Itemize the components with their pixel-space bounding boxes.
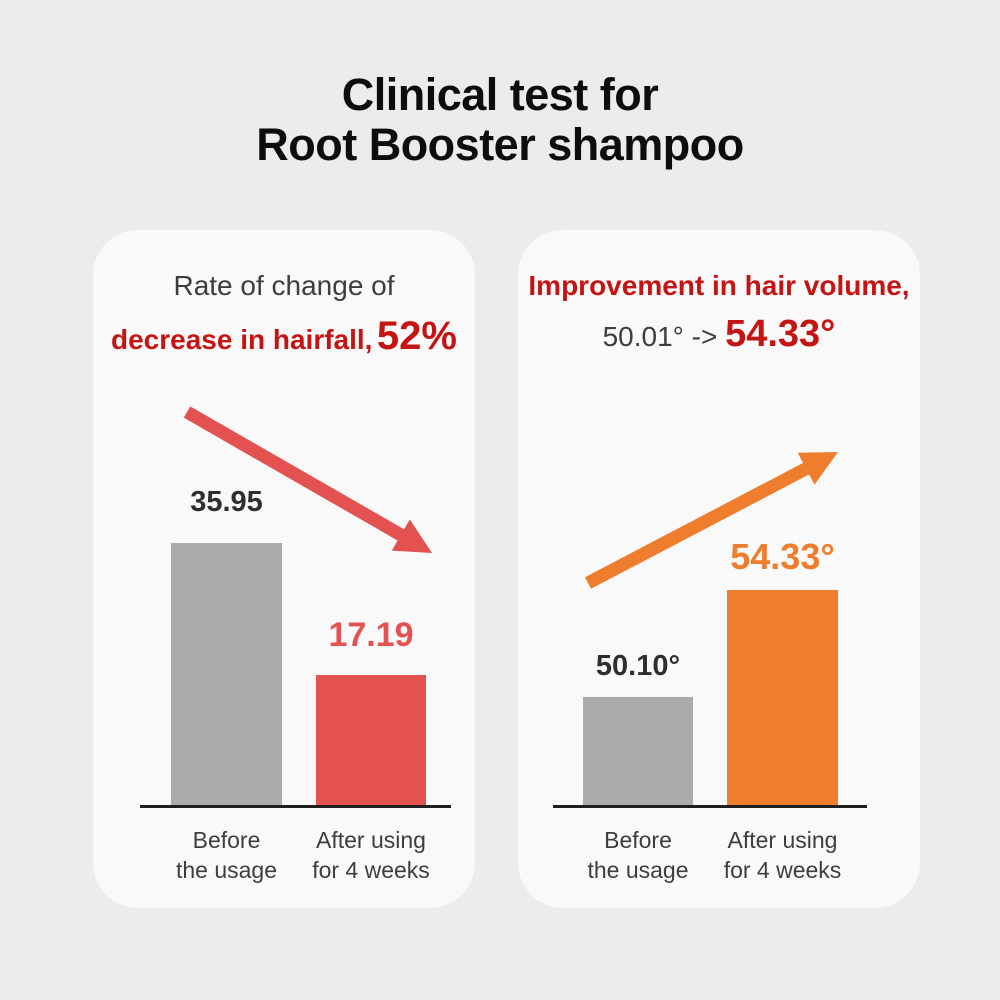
category-label-line-1: Before — [192, 827, 261, 853]
heading-line-1: Rate of change of — [173, 270, 395, 301]
category-label-before: Before the usage — [151, 826, 302, 886]
category-label-line-1: After using — [316, 827, 426, 853]
bar-after-usage — [727, 590, 838, 805]
bar-value-label-after: 54.33° — [730, 536, 835, 577]
upward-trend-arrow-icon — [584, 452, 838, 589]
heading-prefix-text: 50.01° -> — [602, 320, 726, 352]
heading-value-text: 54.33° — [725, 312, 836, 355]
category-label-after: After using for 4 weeks — [707, 826, 858, 886]
page-title-line-2: Root Booster shampoo — [256, 119, 744, 171]
category-label-before: Before the usage — [563, 826, 713, 886]
category-label-line-2: for 4 weeks — [723, 856, 842, 883]
bar-value-label-before: 50.10° — [595, 650, 681, 682]
bar-value-label-before: 35.95 — [190, 486, 263, 518]
category-label-line-2: for 4 weeks — [312, 856, 430, 883]
page-title: Clinical test for Root Booster shampoo — [0, 69, 1000, 171]
x-axis-line — [140, 805, 451, 808]
hair-volume-chart-card: Improvement in hair volume, 50.01° -> 54… — [518, 230, 920, 908]
category-label-line-1: Before — [604, 827, 672, 853]
hair-volume-chart-heading: Improvement in hair volume, 50.01° -> 54… — [518, 266, 920, 362]
hairfall-chart-heading: Rate of change of decrease in hairfall, … — [93, 266, 475, 365]
bar-before-usage — [171, 543, 282, 805]
category-label-after: After using for 4 weeks — [296, 826, 446, 886]
category-label-line-1: After using — [727, 827, 838, 853]
downward-trend-arrow-icon — [183, 406, 432, 553]
heading-value-text: 52% — [376, 313, 457, 358]
category-label-line-2: the usage — [587, 856, 689, 883]
hairfall-decrease-chart-card: Rate of change of decrease in hairfall, … — [93, 230, 475, 908]
page-title-line-1: Clinical test for — [341, 69, 659, 120]
bar-value-label-after: 17.19 — [328, 616, 414, 654]
heading-line-1: Improvement in hair volume, — [528, 270, 910, 301]
heading-line-2: 50.01° -> 54.33° — [518, 307, 920, 362]
heading-line-2: decrease in hairfall, 52% — [93, 307, 475, 365]
bar-before-usage — [583, 697, 693, 805]
x-axis-line — [553, 805, 867, 808]
category-label-line-2: the usage — [175, 856, 278, 883]
bar-after-usage — [316, 675, 426, 805]
heading-strong-text: decrease in hairfall, — [111, 323, 373, 355]
